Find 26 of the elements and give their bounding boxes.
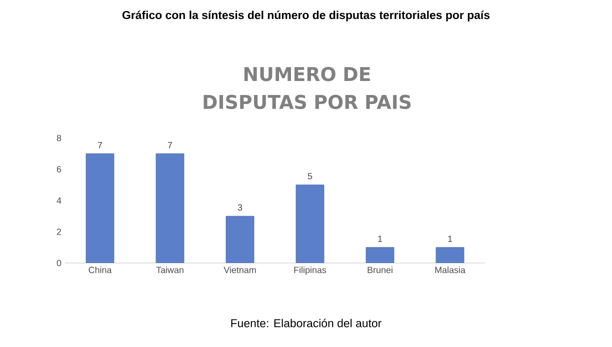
x-tick-label: Vietnam (224, 266, 256, 274)
y-tick-label: 6 (56, 166, 62, 172)
x-tick-label: Taiwan (156, 266, 184, 274)
bar (366, 247, 394, 263)
source-note: Fuente: Elaboración del autor (231, 318, 382, 328)
y-tick-label: 2 (56, 228, 62, 235)
bar (436, 247, 464, 263)
x-tick-label: Brunei (368, 266, 392, 274)
data-label: 7 (168, 142, 172, 148)
bar (226, 216, 254, 263)
y-tick-label: 4 (56, 197, 62, 204)
x-tick-label: Filipinas (294, 266, 326, 275)
chart-title: NUMERO DE DISPUTAS POR PAIS (204, 66, 411, 110)
y-tick-label: 0 (56, 260, 62, 266)
y-tick-label: 8 (56, 134, 62, 142)
data-label: 5 (308, 173, 312, 180)
data-label: 1 (378, 236, 382, 242)
bar (86, 153, 114, 263)
bar (296, 184, 324, 263)
data-label: 1 (448, 236, 452, 242)
x-tick-label: Malasia (435, 266, 466, 274)
bar (156, 153, 184, 263)
text: Gráfico con la síntesis del número de disputas territoriales por país (122, 10, 490, 22)
data-label: 3 (238, 204, 242, 211)
x-tick-label: China (88, 266, 112, 274)
data-label: 7 (98, 142, 102, 148)
